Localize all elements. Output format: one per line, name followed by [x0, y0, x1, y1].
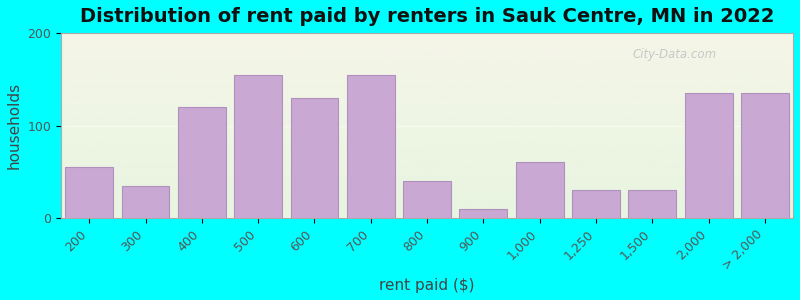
Bar — [741, 93, 789, 218]
Y-axis label: households: households — [7, 82, 22, 169]
X-axis label: rent paid ($): rent paid ($) — [379, 278, 475, 293]
Bar — [122, 186, 170, 218]
Bar — [66, 167, 113, 218]
Text: City-Data.com: City-Data.com — [632, 48, 716, 61]
Bar — [178, 107, 226, 218]
Bar — [459, 209, 507, 218]
Title: Distribution of rent paid by renters in Sauk Centre, MN in 2022: Distribution of rent paid by renters in … — [80, 7, 774, 26]
Bar — [234, 75, 282, 218]
Bar — [516, 163, 564, 218]
Bar — [290, 98, 338, 218]
Bar — [572, 190, 620, 218]
Bar — [628, 190, 676, 218]
Bar — [685, 93, 733, 218]
Bar — [403, 181, 451, 218]
Bar — [347, 75, 394, 218]
